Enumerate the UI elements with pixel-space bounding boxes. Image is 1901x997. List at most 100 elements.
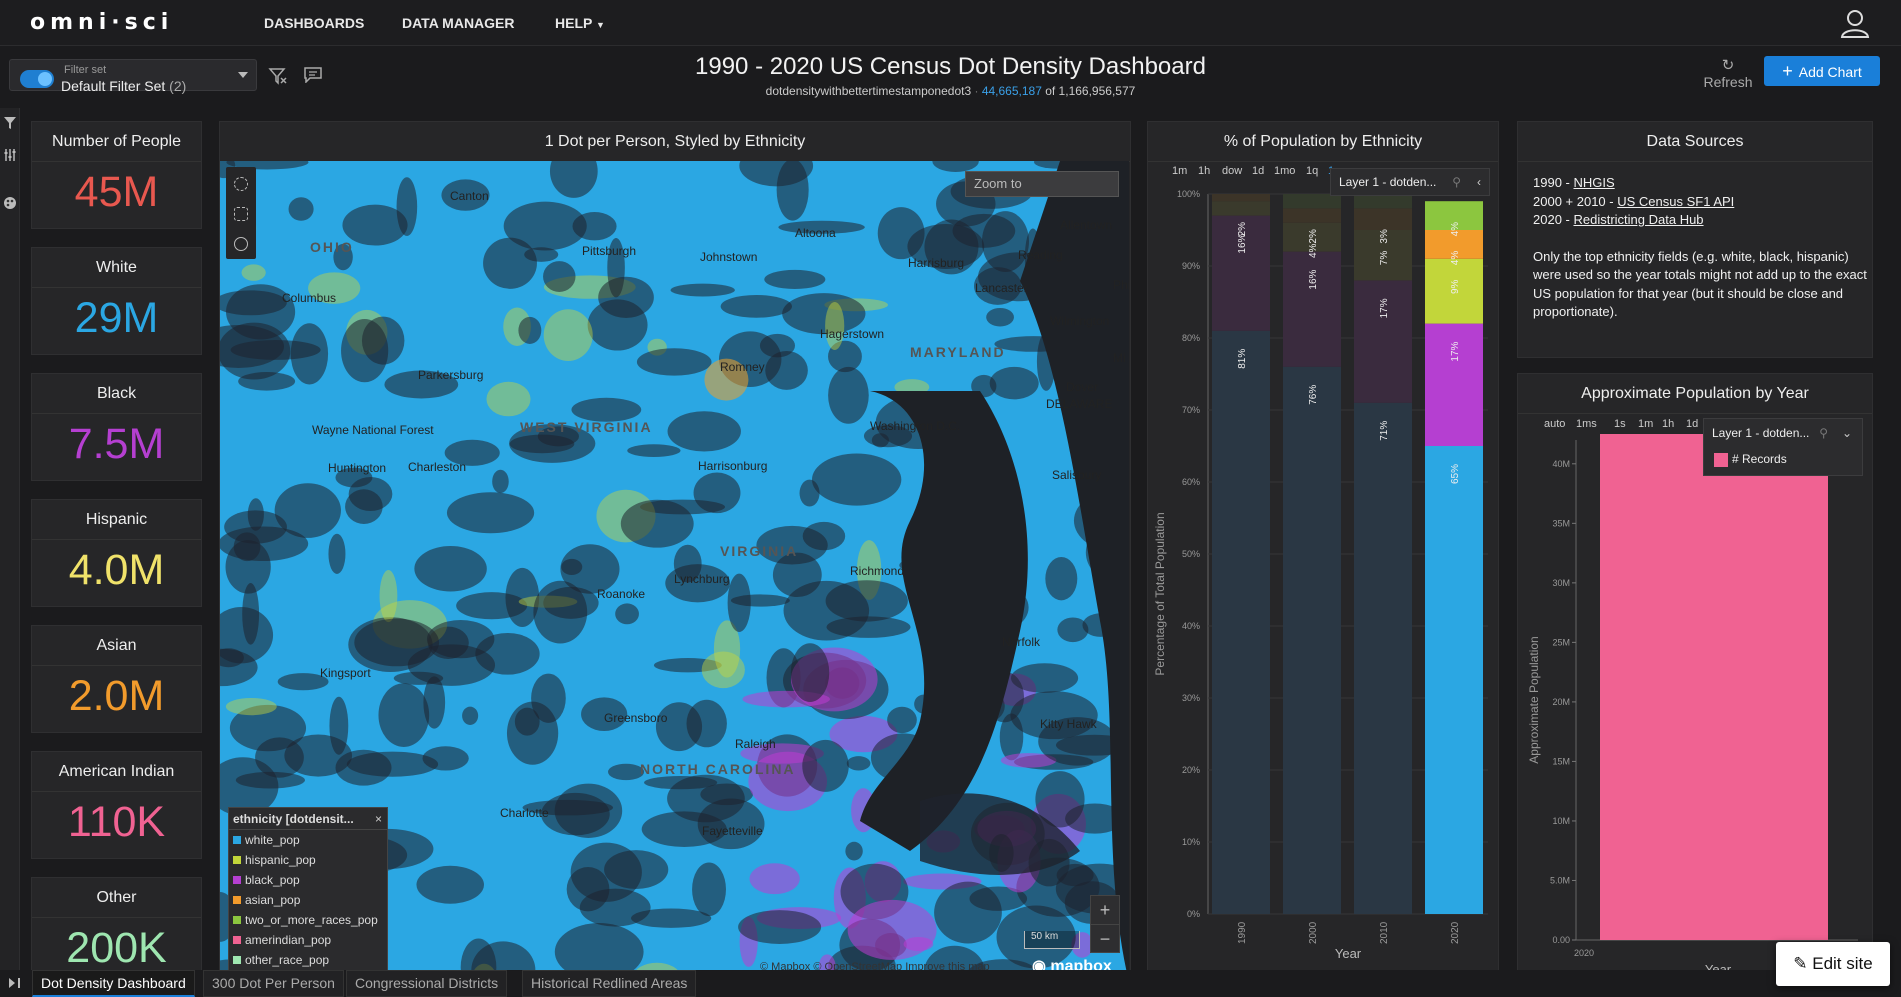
tab-dot-density-dashboard[interactable]: Dot Density Dashboard [32, 970, 195, 997]
bar-segment[interactable] [1425, 201, 1483, 230]
legend-item[interactable]: white_pop [229, 830, 387, 850]
pointmap[interactable]: Zoom to Canton OHIO Pittsburgh Johnstown Alt… [220, 161, 1129, 982]
collapse-icon[interactable] [8, 976, 22, 990]
legend-item[interactable]: black_pop [229, 870, 387, 890]
map-density-blob [541, 792, 610, 836]
nav-data-manager[interactable]: DATA MANAGER [402, 15, 515, 31]
data-sources-panel: Data Sources [1517, 121, 1873, 358]
time-bin-1h[interactable]: 1h [1198, 165, 1211, 177]
edit-site-button[interactable]: ✎ Edit site [1776, 942, 1890, 986]
palette-icon[interactable] [3, 196, 17, 210]
map-density-blob [887, 706, 917, 734]
bar-segment[interactable] [1354, 280, 1412, 403]
close-icon[interactable]: × [374, 812, 382, 826]
nhgis-link[interactable]: NHGIS [1573, 175, 1615, 190]
circle-select-icon[interactable] [234, 177, 248, 191]
add-chart-button[interactable]: + Add Chart [1764, 56, 1880, 86]
bar-segment[interactable] [1425, 323, 1483, 446]
map-density-blob [783, 580, 870, 641]
legend-item[interactable]: other_race_pop [229, 950, 387, 970]
refresh-button[interactable]: ↻ Refresh [1700, 56, 1756, 90]
bar-segment[interactable] [1425, 230, 1483, 259]
nav-help[interactable]: HELP ▼ [555, 15, 605, 31]
time-bin-1m[interactable]: 1m [1172, 165, 1188, 177]
clear-filters-icon[interactable] [268, 66, 288, 86]
legend-item[interactable]: asian_pop [229, 890, 387, 910]
nav-dashboards[interactable]: DASHBOARDS [264, 15, 365, 31]
pin-icon[interactable]: ⚲ [1452, 175, 1461, 189]
time-bin-1h[interactable]: 1h [1662, 418, 1675, 430]
bar-segment[interactable] [1354, 230, 1412, 281]
redistricting-link[interactable]: Redistricting Data Hub [1573, 212, 1704, 227]
lasso-select-icon[interactable] [234, 237, 248, 251]
time-bin-1d[interactable]: 1d [1686, 418, 1699, 430]
bar-segment[interactable] [1354, 402, 1412, 914]
legend-item[interactable]: hispanic_pop [229, 850, 387, 870]
map-density-blob [446, 492, 535, 534]
bar-segment[interactable] [1354, 194, 1412, 209]
time-bin-1s[interactable]: 1s [1614, 418, 1626, 430]
bar-segment[interactable] [1283, 251, 1341, 367]
map-density-blob [570, 842, 642, 902]
bar-segment[interactable] [1212, 194, 1270, 202]
time-bin-1m[interactable]: 1m [1638, 418, 1654, 430]
bar-segment[interactable] [1283, 194, 1341, 209]
tab-congressional-districts[interactable]: Congressional Districts [346, 970, 508, 997]
data-label: 2% [1308, 229, 1319, 244]
map-density-blob [345, 489, 383, 524]
time-bin-auto[interactable]: auto [1544, 418, 1566, 430]
map-legend[interactable]: ethnicity [dotdensit... × white_pop hispan… [228, 807, 388, 977]
map-density-blob [828, 340, 862, 373]
bar-segment[interactable] [1425, 258, 1483, 324]
tab-300-dot-per-person[interactable]: 300 Dot Per Person [203, 970, 344, 997]
filter-set-select[interactable]: Filter set Default Filter Set (2) [9, 59, 257, 94]
polygon-select-icon[interactable] [234, 207, 248, 221]
bar-segment[interactable] [1283, 222, 1341, 252]
population-chart[interactable]: 0.00 5.0M 10M 15M 20M 25M 30M 35M 40M Approximate… [1518, 420, 1872, 980]
time-bin-1d[interactable]: 1d [1252, 165, 1265, 177]
map-label-hagerstown: Hagerstown [820, 327, 885, 341]
population-bar[interactable] [1600, 434, 1828, 940]
pin-icon[interactable]: ⚲ [1819, 426, 1828, 440]
tab-historical-redlined-areas[interactable]: Historical Redlined Areas [522, 970, 697, 997]
number-card-title: Number of People [32, 122, 201, 162]
legend-item[interactable]: two_or_more_races_pop [229, 910, 387, 930]
zoom-in-button[interactable]: + [1099, 900, 1111, 920]
number-card-value: 110K [67, 798, 166, 846]
sliders-icon[interactable] [3, 148, 17, 162]
x-tick-label: 1990 [1237, 921, 1248, 944]
filter-icon[interactable] [3, 116, 17, 130]
census-api-link[interactable]: US Census SF1 API [1617, 193, 1735, 209]
zoom-to-input[interactable]: Zoom to [965, 171, 1119, 197]
map-density-blob [667, 411, 741, 452]
time-bin-1ms[interactable]: 1ms [1576, 418, 1597, 430]
bar-segment[interactable] [1212, 215, 1270, 331]
bar-segment[interactable] [1283, 366, 1341, 914]
map-density-blob [462, 706, 479, 725]
bar-segment[interactable] [1425, 446, 1483, 914]
filter-set-label: Filter set [64, 64, 107, 76]
ethnicity-chart[interactable]: 0% 10% 20% 30% 40% 50% 60% 70% 80% 90% 100% Percent… [1148, 178, 1498, 968]
chevron-left-icon[interactable]: ‹ [1477, 175, 1481, 189]
bar-segment[interactable] [1283, 208, 1341, 223]
comment-icon[interactable] [304, 67, 322, 83]
time-bin-1mo[interactable]: 1mo [1274, 165, 1296, 177]
chevron-down-icon[interactable]: ⌄ [1841, 426, 1852, 440]
data-label: 76% [1308, 385, 1319, 405]
map-label-fayetteville: Fayetteville [702, 824, 763, 838]
filter-toggle[interactable] [20, 70, 54, 88]
map-label-norfolk: Norfolk [1002, 635, 1041, 649]
map-density-blob [441, 179, 490, 211]
bar-segment[interactable] [1212, 330, 1270, 914]
map-label-lancaster: Lancaster [975, 281, 1028, 295]
bar-segment[interactable] [1354, 208, 1412, 230]
layer-popup-2[interactable]: Layer 1 - dotden... ⚲ ⌄ # Records [1703, 418, 1863, 476]
bar-segment[interactable] [1212, 201, 1270, 216]
legend-item[interactable]: amerindian_pop [229, 930, 387, 950]
time-bin-dow[interactable]: dow [1222, 165, 1243, 177]
user-icon[interactable] [1839, 8, 1871, 38]
zoom-out-button[interactable]: − [1091, 924, 1119, 952]
layer-popup[interactable]: Layer 1 - dotden... ⚲ ‹ [1330, 168, 1490, 196]
time-bin-1q[interactable]: 1q [1306, 165, 1319, 177]
logo[interactable]: omni·sci [30, 10, 174, 35]
